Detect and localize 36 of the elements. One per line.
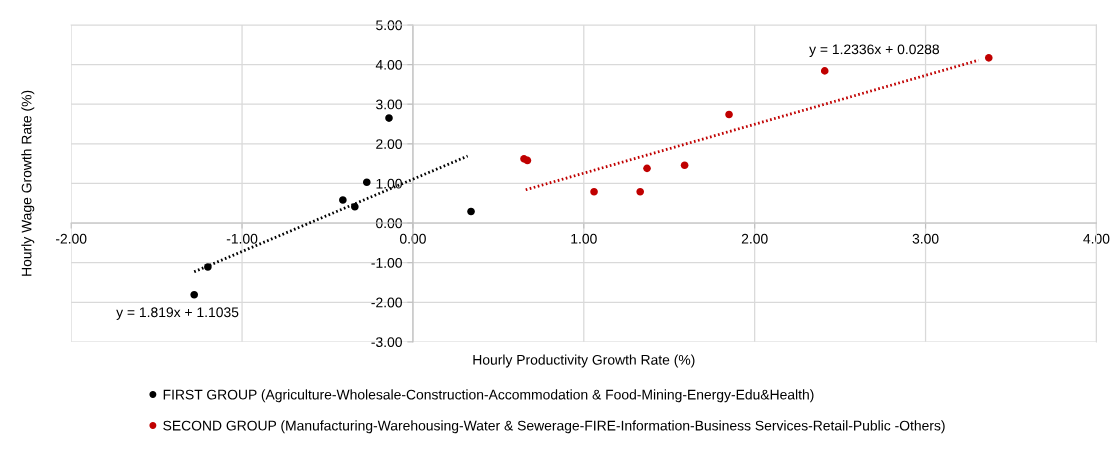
- point: [204, 263, 212, 271]
- y-tick-label: -1.00: [371, 257, 402, 268]
- x-tick-label: 0.00: [399, 233, 426, 244]
- point: [385, 114, 393, 122]
- point: [467, 207, 475, 216]
- y-tick-label: 3.00: [376, 99, 402, 110]
- point: [523, 156, 532, 165]
- point: [636, 187, 645, 196]
- x-tick-label: 3.00: [912, 233, 939, 244]
- point: [590, 187, 598, 196]
- x-tick-label: 1.00: [571, 233, 597, 244]
- point: [725, 110, 733, 119]
- legend-label: SECOND GROUP (Manufacturing-Warehousing-Water & Sewerage-FIRE-Information-Business Services-Retail-Public -Others): [163, 420, 945, 434]
- y-tick-label: -2.00: [371, 297, 402, 308]
- annotation: y = 1.2336x + 0.0288: [809, 44, 940, 57]
- x-tick-label: -2.00: [55, 233, 87, 244]
- y-tick-label: 4.00: [375, 59, 402, 70]
- x-tick-label: 2.00: [741, 233, 768, 244]
- y-tick-label: 2.00: [376, 139, 402, 149]
- point: [362, 178, 371, 187]
- point: [643, 164, 651, 173]
- annotation: y = 1.819x + 1.1035: [116, 307, 239, 320]
- point: [820, 67, 829, 75]
- y-tick-label: -3.00: [371, 337, 402, 348]
- point: [339, 196, 347, 204]
- x-axis-title: Hourly Productivity Growth Rate (%): [473, 354, 695, 368]
- point: [680, 161, 689, 170]
- x-tick-label: -1.00: [226, 233, 258, 244]
- y-tick-label: 0.00: [376, 218, 402, 229]
- y-tick-label: 5.00: [376, 20, 402, 31]
- point: [351, 202, 359, 211]
- y-axis-title: Hourly Wage Growth Rate (%): [21, 90, 35, 276]
- y-tick-label: 1.00: [376, 178, 402, 189]
- point: [190, 290, 199, 299]
- point: [984, 54, 993, 62]
- legend-label: FIRST GROUP (Agriculture-Wholesale-Construction-Accommodation & Food-Mining-Energy-Edu&Health): [163, 389, 814, 403]
